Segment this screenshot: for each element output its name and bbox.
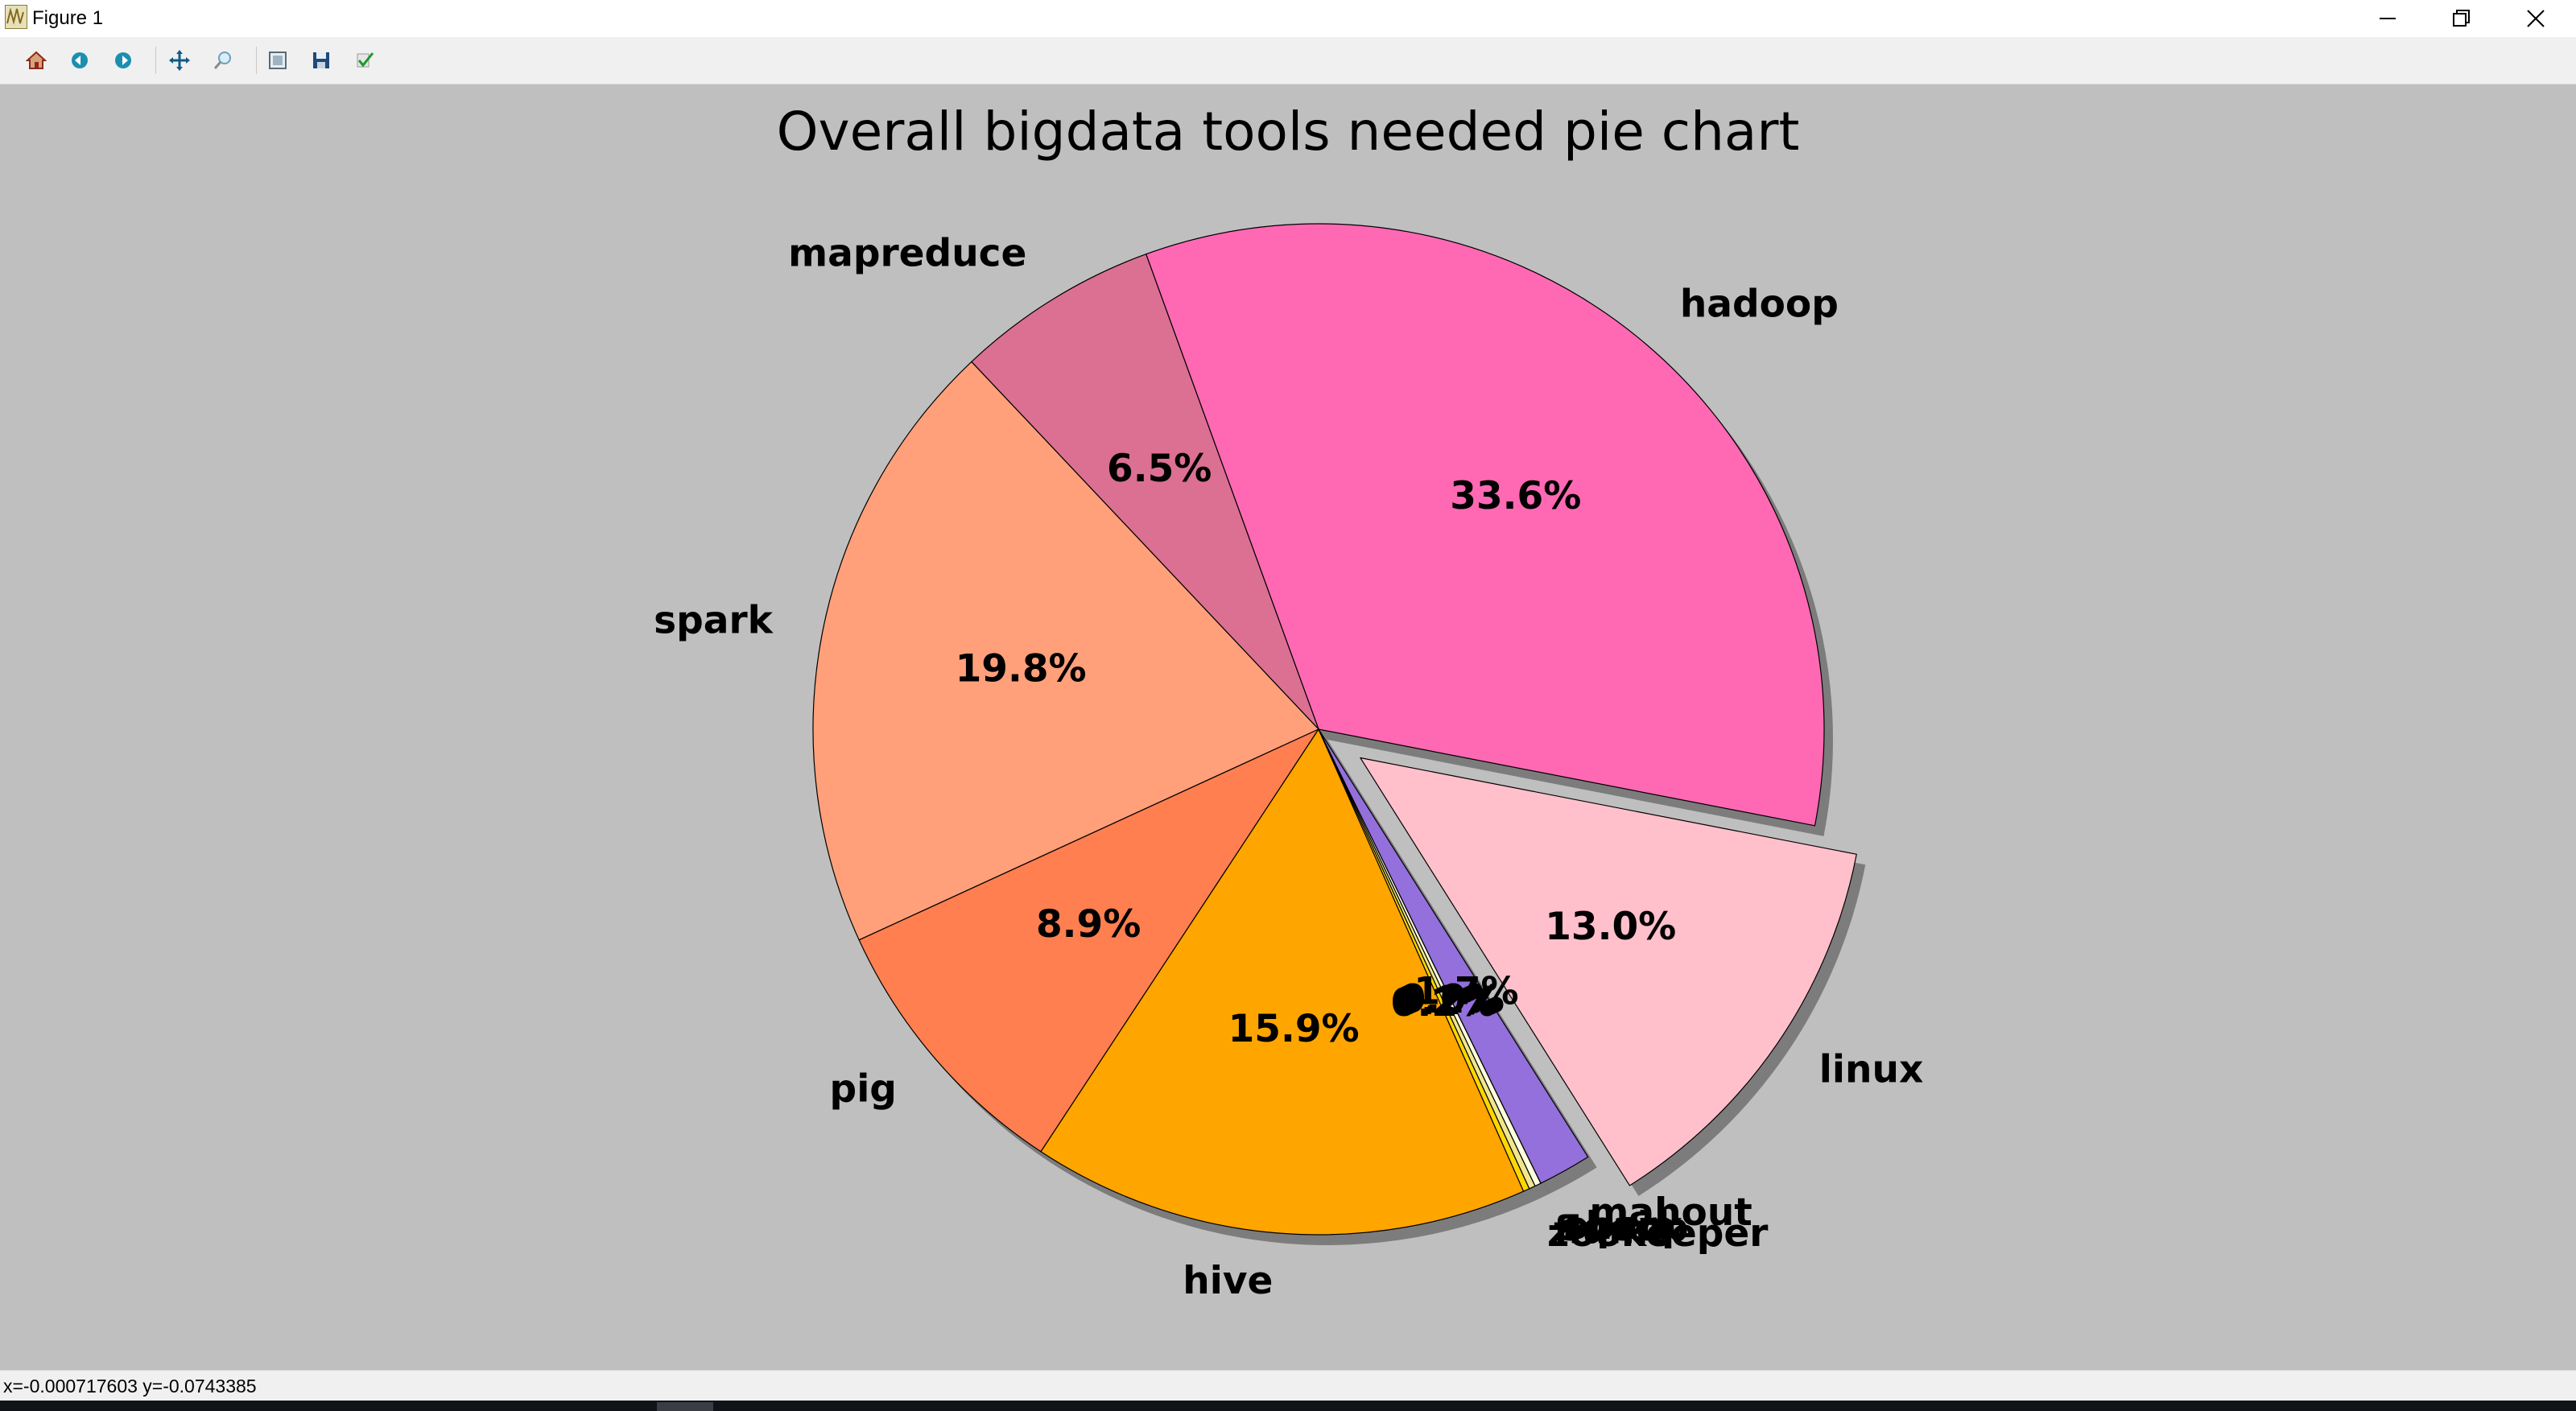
slice-label-hadoop: hadoop bbox=[1680, 282, 1839, 326]
slice-label-flume: flume bbox=[1554, 1209, 1674, 1253]
chart-title: Overall bigdata tools needed pie chart bbox=[777, 101, 1800, 163]
pie-wedge-spark bbox=[812, 361, 1319, 941]
minimize-icon bbox=[2380, 18, 2396, 19]
pie-wedge-mahout bbox=[1318, 728, 1589, 1184]
forward-button[interactable] bbox=[109, 47, 137, 74]
taskbar-active-item[interactable] bbox=[657, 1402, 713, 1411]
forward-arrow-icon bbox=[115, 52, 131, 68]
back-arrow-icon bbox=[72, 52, 88, 68]
pie-wedge-hadoop bbox=[1146, 223, 1825, 827]
restore-icon bbox=[2453, 10, 2470, 27]
pie-wedge-hive bbox=[1040, 728, 1525, 1236]
slice-percent-hadoop: 33.6% bbox=[1450, 474, 1581, 518]
slice-percent-mahout: 1.7% bbox=[1414, 970, 1518, 1014]
status-bar: x=-0.000717603 y=-0.0743385 bbox=[0, 1370, 2576, 1401]
slice-percent-hive: 15.9% bbox=[1228, 1007, 1360, 1051]
save-icon bbox=[313, 52, 329, 68]
configure-subplots-button[interactable] bbox=[264, 47, 291, 74]
slice-label-mahout: mahout bbox=[1589, 1190, 1752, 1235]
pan-icon bbox=[169, 50, 190, 71]
slice-percent-linux: 13.0% bbox=[1545, 905, 1676, 949]
subplots-icon bbox=[269, 52, 287, 69]
title-bar: Figure 1 bbox=[0, 0, 2576, 38]
coordinate-readout: x=-0.000717603 y=-0.0743385 bbox=[3, 1376, 257, 1397]
slice-label-pig: pig bbox=[830, 1067, 897, 1112]
slice-percent-shark: 0.0% bbox=[1399, 977, 1504, 1021]
slice-label-mapreduce: mapreduce bbox=[788, 232, 1026, 276]
minimize-button[interactable] bbox=[2351, 0, 2425, 37]
app-icon bbox=[5, 5, 27, 29]
toolbar-separator bbox=[256, 47, 257, 74]
figure-canvas[interactable]: Overall bigdata tools needed pie chart h… bbox=[0, 84, 2576, 1370]
slice-label-spark: spark bbox=[654, 599, 774, 643]
restore-button[interactable] bbox=[2425, 0, 2499, 37]
slice-percent-flume: 0.2% bbox=[1394, 980, 1499, 1024]
slice-label-oozie: oozie bbox=[1563, 1204, 1676, 1248]
pie-wedge-linux bbox=[1360, 757, 1857, 1186]
edit-parameters-button[interactable] bbox=[351, 47, 378, 74]
pie-wedge-mapreduce bbox=[971, 254, 1319, 730]
slice-percent-pig: 8.9% bbox=[1036, 902, 1141, 947]
pie-wedges bbox=[812, 223, 1857, 1236]
pan-button[interactable] bbox=[166, 47, 193, 74]
zoom-button[interactable] bbox=[209, 47, 237, 74]
slice-percent-mapreduce: 6.5% bbox=[1107, 447, 1212, 491]
back-button[interactable] bbox=[66, 47, 93, 74]
checkmark-icon bbox=[357, 52, 374, 68]
slice-percent-spark: 19.8% bbox=[956, 647, 1087, 691]
pie-labels: hadoop 33.6% mapreduce 6.5% spark 19.8% pig 8.9… bbox=[654, 232, 1923, 1303]
close-button[interactable] bbox=[2499, 0, 2573, 37]
save-button[interactable] bbox=[308, 47, 335, 74]
home-button[interactable] bbox=[23, 47, 50, 74]
window-title: Figure 1 bbox=[32, 7, 104, 29]
slice-percent-sqoop: 0.2% bbox=[1397, 978, 1502, 1022]
toolbar-separator bbox=[155, 47, 156, 74]
slice-percent-zookeeper: 0.2% bbox=[1391, 981, 1496, 1025]
home-icon bbox=[26, 51, 47, 69]
slice-label-linux: linux bbox=[1819, 1047, 1923, 1091]
taskbar bbox=[0, 1401, 2576, 1411]
slice-label-hive: hive bbox=[1183, 1259, 1273, 1303]
zoom-icon bbox=[213, 52, 231, 69]
navigation-toolbar bbox=[0, 37, 2576, 85]
slice-label-zookeeper: zookeeper bbox=[1547, 1211, 1769, 1256]
close-icon bbox=[2527, 10, 2545, 27]
slice-label-sqoop: sqoop bbox=[1560, 1206, 1689, 1250]
pie-wedge-pig bbox=[858, 728, 1319, 1153]
slice-percent-oozie: 0.0% bbox=[1399, 977, 1504, 1021]
slice-label-shark: shark bbox=[1563, 1204, 1683, 1248]
